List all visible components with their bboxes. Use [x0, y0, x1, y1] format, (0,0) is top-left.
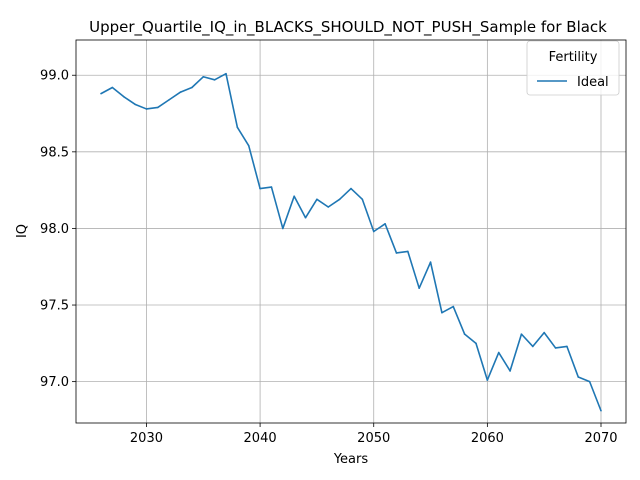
data-point — [236, 126, 239, 129]
legend-label-ideal: Ideal — [577, 75, 609, 90]
plot-frame — [75, 39, 627, 424]
data-point — [270, 186, 273, 188]
x-tick-label: 2030 — [130, 431, 163, 446]
data-point — [350, 187, 352, 190]
series-layer — [100, 72, 602, 412]
x-tick-label: 2060 — [471, 431, 504, 446]
data-point — [293, 195, 295, 198]
y-axis-label: IQ — [15, 224, 30, 238]
data-point — [168, 98, 170, 101]
y-tick-label: 97.5 — [40, 299, 69, 314]
legend: Fertility Ideal — [526, 40, 620, 96]
x-axis-label: Years — [333, 452, 369, 467]
data-point — [247, 144, 250, 147]
data-point — [509, 370, 511, 372]
data-point — [395, 252, 398, 254]
data-point — [327, 206, 330, 208]
data-point — [452, 305, 455, 308]
data-point — [520, 333, 523, 335]
data-point — [577, 376, 580, 378]
y-tick-label: 99.0 — [40, 69, 69, 84]
axis-ticks: 2030 2040 2050 2060 2070 97.0 97.5 98.0 98.5 99.0 — [40, 69, 618, 446]
x-tick-label: 2070 — [584, 431, 617, 446]
data-point — [122, 95, 125, 98]
data-point — [282, 227, 284, 230]
data-point — [588, 380, 591, 383]
data-point — [566, 345, 568, 348]
data-point — [111, 86, 114, 89]
data-point — [134, 103, 136, 106]
chart-title: Upper_Quartile_IQ_in_BLACKS_SHOULD_NOT_P… — [89, 18, 607, 37]
data-point — [372, 230, 375, 233]
x-tick-label: 2040 — [244, 431, 277, 446]
data-point — [213, 79, 216, 81]
y-tick-label: 98.5 — [40, 145, 69, 160]
data-point — [532, 345, 534, 348]
data-point — [100, 92, 102, 95]
data-point — [202, 75, 205, 78]
x-tick-label: 2050 — [357, 431, 390, 446]
data-point — [475, 342, 477, 345]
data-point — [441, 311, 443, 314]
data-point — [384, 223, 386, 225]
data-point — [429, 261, 432, 263]
data-point — [407, 250, 409, 253]
data-point — [497, 351, 500, 354]
data-point — [486, 379, 489, 381]
data-point — [316, 198, 318, 201]
y-tick-label: 97.0 — [40, 375, 69, 390]
data-point — [225, 72, 227, 75]
data-point — [157, 106, 159, 109]
data-point — [554, 347, 557, 349]
data-point — [418, 287, 420, 289]
data-point — [463, 333, 466, 335]
y-tick-label: 98.0 — [40, 222, 69, 237]
data-point — [338, 198, 341, 201]
data-point — [145, 108, 148, 110]
data-point — [191, 86, 193, 89]
data-point — [543, 331, 545, 334]
data-point — [259, 187, 261, 190]
data-point — [304, 216, 307, 219]
data-point — [361, 198, 364, 201]
data-point — [600, 409, 602, 412]
data-point — [179, 91, 182, 93]
legend-title: Fertility — [549, 50, 598, 65]
